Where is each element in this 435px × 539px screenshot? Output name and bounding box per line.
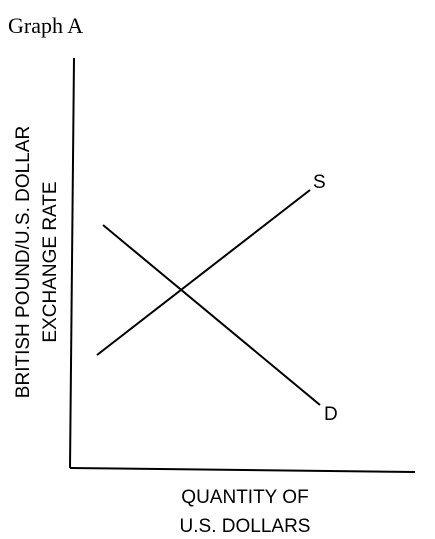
x-axis-label: QUANTITY OF — [181, 487, 308, 508]
y-axis-label: EXCHANGE RATE — [40, 181, 61, 342]
y-axis-label: BRITISH POUND/U.S. DOLLAR — [13, 126, 34, 398]
demand-curve — [102, 224, 321, 406]
supply-curve — [96, 189, 311, 356]
curve-label: D — [324, 404, 338, 425]
x-axis — [69, 467, 416, 473]
title: Graph A — [8, 13, 83, 38]
curve-label: S — [313, 172, 326, 193]
y-axis — [69, 57, 75, 469]
x-axis-label: U.S. DOLLARS — [180, 516, 311, 537]
